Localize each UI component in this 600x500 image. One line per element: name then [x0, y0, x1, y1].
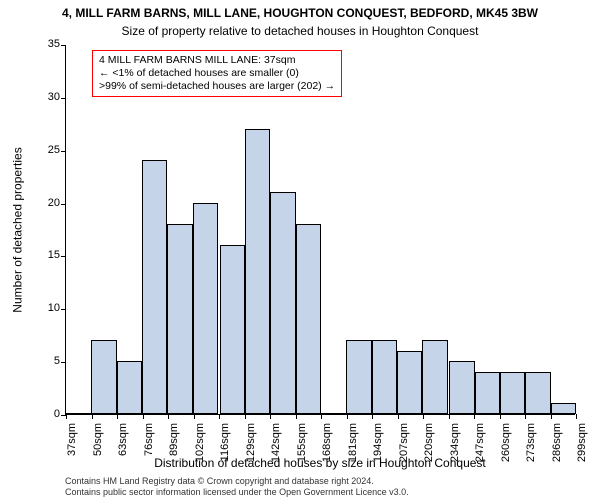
histogram-bar [475, 372, 500, 414]
title-line-2: Size of property relative to detached ho… [0, 24, 600, 38]
y-tick-mark [61, 204, 66, 205]
x-axis-label: Distribution of detached houses by size … [65, 456, 575, 470]
annotation-box: 4 MILL FARM BARNS MILL LANE: 37sqm ← <1%… [92, 50, 342, 97]
x-tick-mark [296, 414, 297, 419]
histogram-bar [220, 245, 245, 414]
histogram-bar [372, 340, 397, 414]
attribution-line-2: Contains public sector information licen… [65, 487, 575, 498]
y-tick-label: 15 [30, 249, 60, 261]
x-tick-mark [245, 414, 246, 419]
histogram-bar [66, 413, 91, 414]
y-tick-mark [61, 362, 66, 363]
histogram-bar [525, 372, 550, 414]
y-tick-label: 30 [30, 91, 60, 103]
histogram-bar [321, 413, 346, 414]
y-tick-mark [61, 98, 66, 99]
y-tick-mark [61, 256, 66, 257]
attribution: Contains HM Land Registry data © Crown c… [65, 476, 575, 499]
y-tick-label: 0 [30, 408, 60, 420]
x-tick-mark [500, 414, 501, 419]
y-axis-label-wrap: Number of detached properties [8, 45, 28, 415]
histogram-bar [397, 351, 422, 414]
histogram-bar [422, 340, 447, 414]
bars-layer [66, 44, 576, 414]
x-tick-mark [92, 414, 93, 419]
histogram-bar [500, 372, 525, 414]
y-tick-mark [61, 45, 66, 46]
histogram-bar [551, 403, 576, 414]
y-tick-mark [61, 309, 66, 310]
x-tick-mark [398, 414, 399, 419]
x-tick-mark [525, 414, 526, 419]
x-tick-mark [168, 414, 169, 419]
x-tick-mark [576, 414, 577, 419]
plot-area: 37sqm50sqm63sqm76sqm89sqm102sqm116sqm129… [65, 45, 575, 415]
x-tick-mark [66, 414, 67, 419]
y-tick-mark [61, 151, 66, 152]
y-tick-label: 20 [30, 197, 60, 209]
histogram-bar [346, 340, 371, 414]
annotation-line-3: >99% of semi-detached houses are larger … [99, 80, 335, 93]
x-tick-mark [321, 414, 322, 419]
x-tick-mark [270, 414, 271, 419]
x-tick-mark [194, 414, 195, 419]
x-tick-mark [347, 414, 348, 419]
x-tick-mark [551, 414, 552, 419]
histogram-bar [245, 129, 270, 414]
x-tick-mark [474, 414, 475, 419]
histogram-bar [117, 361, 142, 414]
histogram-bar [449, 361, 474, 414]
histogram-bar [167, 224, 192, 414]
histogram-bar [296, 224, 321, 414]
y-axis-label: Number of detached properties [11, 147, 25, 312]
annotation-line-1: 4 MILL FARM BARNS MILL LANE: 37sqm [99, 54, 335, 67]
histogram-bar [142, 160, 167, 414]
y-tick-label: 5 [30, 355, 60, 367]
x-tick-mark [219, 414, 220, 419]
histogram-bar [193, 203, 218, 414]
x-tick-mark [449, 414, 450, 419]
x-tick-mark [372, 414, 373, 419]
y-tick-label: 10 [30, 302, 60, 314]
histogram-bar [91, 340, 116, 414]
x-tick-label: 299sqm [576, 423, 588, 463]
x-tick-mark [143, 414, 144, 419]
y-tick-label: 35 [30, 38, 60, 50]
title-line-1: 4, MILL FARM BARNS, MILL LANE, HOUGHTON … [0, 6, 600, 20]
annotation-line-2: ← <1% of detached houses are smaller (0) [99, 67, 335, 80]
histogram-bar [270, 192, 295, 414]
x-tick-mark [423, 414, 424, 419]
x-tick-mark [117, 414, 118, 419]
attribution-line-1: Contains HM Land Registry data © Crown c… [65, 476, 575, 487]
y-tick-label: 25 [30, 144, 60, 156]
